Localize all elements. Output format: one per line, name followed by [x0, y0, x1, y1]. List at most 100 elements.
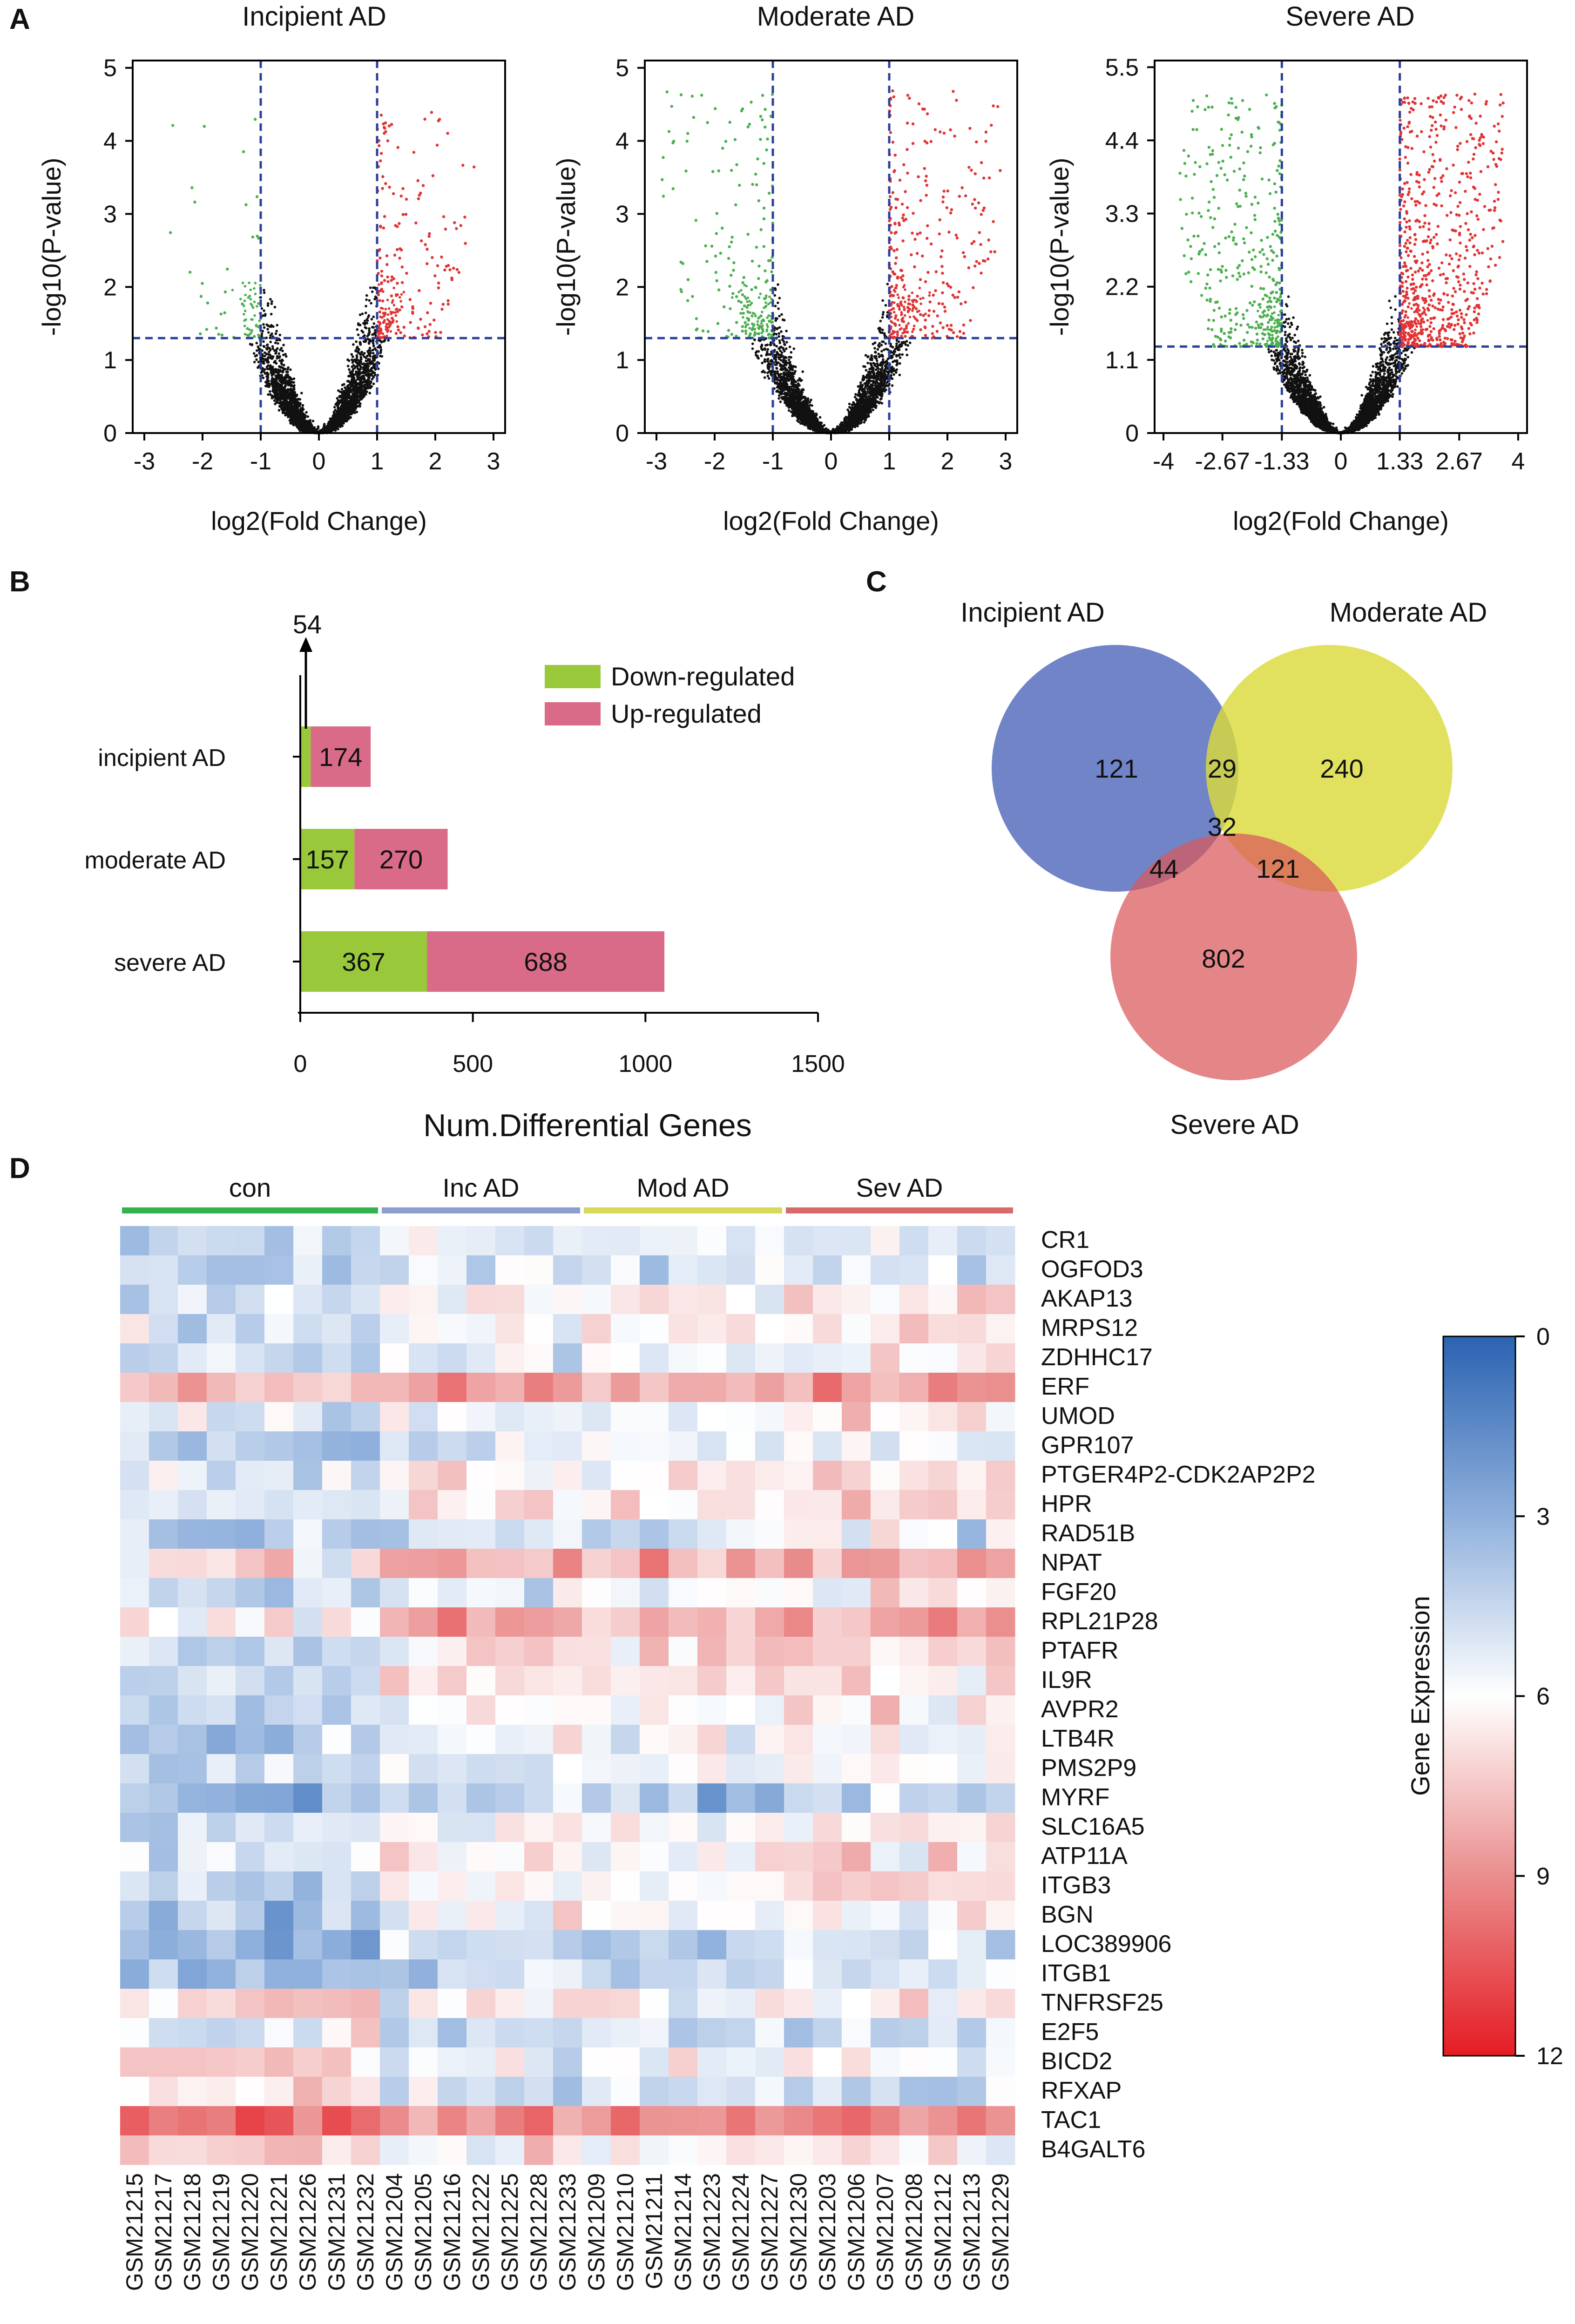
volcano-point: [379, 354, 382, 358]
volcano-sig-point: [455, 268, 459, 271]
volcano-point: [293, 413, 296, 416]
volcano-sig-point: [253, 118, 257, 121]
volcano-sig-point: [431, 174, 435, 177]
volcano-point: [275, 385, 278, 387]
volcano-sig-point: [442, 215, 446, 218]
volcano-sig-point: [424, 243, 427, 246]
volcano-sig-point: [380, 281, 383, 285]
volcano-sig-point: [399, 194, 403, 198]
volcano-point: [266, 376, 270, 379]
volcano-sig-point: [401, 187, 405, 190]
volcano-point: [386, 298, 389, 301]
volcano-point: [337, 427, 339, 431]
volcano-point: [372, 326, 375, 329]
volcano-point: [350, 353, 353, 356]
volcano-point: [251, 306, 255, 309]
volcano-point: [290, 410, 292, 413]
volcano-sig-point: [190, 186, 194, 190]
volcano-point: [744, 297, 748, 300]
volcano-point: [305, 420, 308, 422]
panel-letter-b: B: [9, 566, 30, 598]
volcano-point: [365, 294, 368, 297]
volcano-point: [897, 296, 900, 299]
volcano-point: [368, 392, 372, 394]
volcano-point: [365, 322, 369, 325]
volcano-sig-point: [419, 191, 422, 195]
volcano-point: [382, 315, 385, 318]
volcano-point: [391, 301, 394, 304]
volcano-sig-point: [414, 221, 418, 224]
volcano-point: [801, 370, 804, 373]
volcano-sig-point: [380, 336, 384, 339]
volcano-point: [881, 313, 885, 316]
y-tick-label: 1: [103, 347, 117, 374]
volcano-point: [379, 339, 381, 342]
volcano-point: [257, 360, 260, 364]
volcano-sig-point: [440, 255, 443, 259]
volcano-sig-point: [440, 307, 444, 311]
volcano-sig-point: [193, 200, 196, 204]
volcano-point: [283, 364, 285, 366]
volcano-point: [274, 370, 277, 373]
volcano-point: [344, 420, 347, 423]
volcano-sig-point: [382, 226, 385, 230]
volcano-point: [372, 348, 374, 352]
volcano-point: [352, 355, 354, 358]
volcano-point: [278, 373, 281, 376]
volcano-point: [364, 363, 367, 366]
volcano-point: [358, 324, 362, 326]
volcano-point: [387, 339, 390, 342]
volcano-sig-point: [387, 325, 391, 329]
volcano-point: [342, 403, 345, 406]
volcano-point: [332, 411, 336, 413]
volcano-sig-point: [448, 268, 452, 271]
volcano-point: [862, 365, 865, 368]
volcano-point: [270, 380, 273, 383]
volcano-point: [277, 368, 280, 371]
volcano-point: [274, 361, 277, 364]
volcano-point: [259, 296, 262, 299]
volcano-point: [341, 425, 344, 427]
volcano-point: [338, 414, 340, 417]
x-tick-label: -3: [134, 448, 155, 475]
volcano-sig-point: [399, 331, 402, 334]
volcano-point: [262, 323, 265, 326]
volcano-sig-point: [380, 274, 384, 278]
volcano-point: [362, 374, 365, 378]
volcano-point: [263, 289, 265, 291]
volcano-point: [363, 334, 366, 337]
volcano-sig-point: [419, 318, 422, 321]
volcano-point: [368, 346, 372, 350]
volcano-point: [291, 399, 294, 402]
volcano-sig-point: [429, 302, 433, 305]
volcano-point: [280, 346, 283, 350]
volcano-point: [366, 365, 369, 368]
volcano-point: [373, 332, 376, 334]
volcano-point: [360, 329, 363, 332]
volcano-point: [300, 392, 303, 394]
volcano-point: [872, 408, 874, 412]
volcano-point: [392, 286, 395, 290]
volcano-point: [263, 326, 266, 329]
volcano-point: [243, 305, 245, 307]
volcano-point: [270, 371, 272, 374]
volcano-sig-point: [394, 332, 398, 335]
volcano-point: [395, 320, 398, 323]
volcano-sig-point: [402, 325, 406, 329]
volcano-point: [270, 312, 273, 316]
volcano-point: [256, 305, 258, 308]
volcano-point: [292, 381, 295, 384]
volcano-sig-point: [384, 312, 387, 315]
volcano-point: [278, 333, 282, 337]
volcano-point: [345, 388, 348, 391]
volcano-point: [263, 291, 266, 294]
volcano-point: [260, 334, 263, 338]
volcano-point: [259, 284, 262, 287]
volcano-point: [373, 354, 376, 357]
volcano-sig-point: [199, 332, 202, 335]
volcano-sig-point: [378, 299, 381, 302]
volcano-point: [368, 299, 371, 302]
volcano-point: [255, 342, 258, 345]
volcano-point: [883, 348, 886, 352]
volcano-sig-point: [379, 224, 382, 228]
